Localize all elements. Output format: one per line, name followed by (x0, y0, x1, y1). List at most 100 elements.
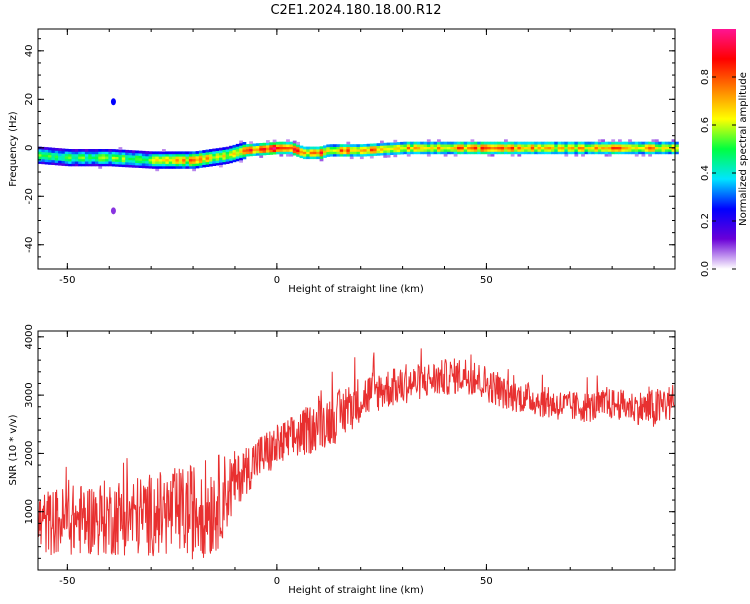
heatmap-cell (510, 141, 515, 145)
heatmap-cell (152, 166, 156, 169)
heatmap-cell (359, 156, 364, 160)
heatmap-cell (162, 156, 166, 160)
heatmap-cell (510, 153, 515, 157)
heatmap-cell (557, 151, 562, 155)
heatmap-cell (591, 146, 595, 150)
heatmap-cell (279, 144, 284, 147)
heatmap-cell (95, 156, 99, 160)
heatmap-cell (215, 153, 220, 156)
heatmap-cell (460, 141, 465, 145)
heatmap-cell (571, 144, 575, 147)
heatmap-cell (44, 161, 49, 165)
heatmap-cell (232, 154, 237, 158)
heatmap-cell (614, 144, 619, 147)
heatmap-cell (618, 141, 622, 145)
heatmap-cell (326, 144, 331, 148)
heatmap-cell (266, 147, 270, 151)
heatmap-cell (433, 141, 438, 145)
heatmap-cell (141, 165, 146, 169)
heatmap-cell (74, 149, 79, 152)
heatmap-cell (125, 149, 129, 153)
heatmap-cell (168, 161, 173, 164)
heatmap-cell (594, 144, 599, 147)
heatmap-cell (222, 154, 227, 158)
heatmap-cell (430, 146, 435, 150)
heatmap-cell (567, 149, 572, 152)
heatmap-cell (333, 151, 337, 155)
heatmap-cell (48, 149, 52, 153)
snr-ytick-label: 1000 (24, 499, 35, 524)
heatmap-cell (514, 146, 518, 150)
heatmap-cell (54, 155, 59, 158)
heatmap-cell (168, 166, 173, 169)
heatmap-cell (443, 153, 448, 157)
heatmap-cell (507, 144, 512, 147)
heatmap-cell (470, 141, 475, 145)
heatmap-cell (88, 161, 93, 164)
heatmap-cell (420, 151, 424, 155)
heatmap-cell (400, 146, 404, 150)
heatmap-cell (108, 161, 113, 164)
heatmap-cell (339, 153, 344, 157)
heatmap-cell (624, 146, 629, 150)
heatmap-cell (581, 149, 585, 152)
heatmap-cell (544, 149, 548, 152)
heatmap-cell (356, 149, 361, 152)
heatmap-cell (61, 158, 66, 161)
heatmap-cell (131, 164, 136, 168)
heatmap-cell (567, 146, 572, 150)
heatmap-cell (453, 144, 458, 147)
heatmap-cell (78, 149, 82, 152)
heatmap-cell (178, 151, 183, 155)
heatmap-cell (115, 151, 119, 155)
heatmap-cell (631, 141, 636, 145)
heatmap-cell (81, 149, 86, 152)
heatmap-cell (380, 150, 384, 154)
heatmap-cell (524, 144, 528, 147)
heatmap-cell (638, 144, 642, 147)
heatmap-cell (380, 152, 384, 156)
heatmap-cell (618, 144, 622, 147)
heatmap-cell (668, 144, 673, 147)
heatmap-cell (490, 146, 495, 150)
heatmap-cell (467, 146, 471, 150)
heatmap-cell (624, 149, 629, 152)
heatmap-cell (648, 151, 652, 155)
heatmap-cell (309, 156, 314, 160)
heatmap-cell (249, 153, 253, 157)
heatmap-cell (383, 152, 388, 156)
heatmap-cell (591, 149, 595, 152)
heatmap-cell (78, 163, 82, 167)
heatmap-cell (349, 153, 354, 157)
heatmap-cell (239, 140, 243, 144)
heatmap-cell (520, 151, 525, 155)
heatmap-cell (514, 144, 518, 147)
heatmap-cell (292, 147, 297, 151)
heatmap-cell (447, 151, 451, 155)
heatmap-cell (242, 144, 247, 148)
heatmap-cell (98, 151, 103, 155)
heatmap-cell (628, 146, 632, 150)
heatmap-cell (262, 150, 267, 153)
heatmap-cell (148, 165, 153, 169)
heatmap-cell (607, 149, 612, 152)
heatmap-cell (74, 153, 79, 157)
heatmap-cell (152, 153, 156, 157)
heatmap-cell (383, 145, 388, 149)
heatmap-cell (141, 163, 146, 166)
heatmap-cell (356, 151, 361, 155)
heatmap-cell (661, 151, 666, 155)
heatmap-cell (437, 149, 441, 152)
heatmap-cell (95, 149, 99, 152)
heatmap-cell (58, 162, 62, 166)
heatmap-cell (209, 156, 213, 160)
heatmap-cell (675, 146, 679, 150)
heatmap-cell (276, 146, 280, 150)
heatmap-cell (537, 144, 542, 147)
heatmap-cell (182, 163, 186, 167)
heatmap-cell (292, 140, 297, 144)
heatmap-cell (406, 144, 411, 147)
heatmap-cell (172, 161, 176, 164)
snr-xlabel: Height of straight line (km) (288, 585, 424, 596)
heatmap-cell (628, 141, 632, 145)
